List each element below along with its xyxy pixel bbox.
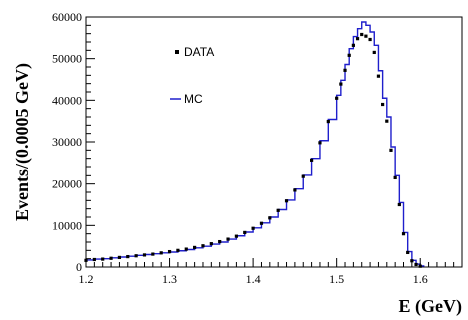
y-tick-label: 30000 xyxy=(52,135,82,149)
y-tick-label: 60000 xyxy=(52,10,82,24)
mc-histogram-line xyxy=(86,21,425,267)
data-point xyxy=(310,158,314,162)
data-point xyxy=(259,221,264,225)
data-point xyxy=(184,247,188,251)
data-point xyxy=(389,148,393,152)
x-tick-label: 1.2 xyxy=(79,272,94,286)
legend-marker-data xyxy=(175,50,179,54)
data-point xyxy=(243,230,247,235)
data-point xyxy=(347,53,351,57)
data-point xyxy=(393,175,397,180)
data-point xyxy=(109,256,113,260)
data-point xyxy=(134,254,138,258)
data-point xyxy=(335,96,339,100)
data-point xyxy=(401,232,406,236)
data-point xyxy=(301,174,305,178)
data-point xyxy=(226,237,230,241)
data-point xyxy=(167,249,172,254)
data-point xyxy=(385,119,389,123)
legend-label-mc: MC xyxy=(184,92,203,106)
data-point xyxy=(360,32,364,37)
data-point xyxy=(101,257,105,261)
mc-series xyxy=(86,21,425,267)
data-point xyxy=(397,202,401,207)
data-point xyxy=(284,199,289,203)
y-tick-label: 10000 xyxy=(52,218,82,232)
x-tick-label: 1.6 xyxy=(413,272,428,286)
data-point xyxy=(406,250,410,255)
data-point xyxy=(92,257,96,262)
data-series xyxy=(84,32,422,268)
data-point xyxy=(372,50,376,55)
x-tick-label: 1.5 xyxy=(329,272,344,286)
data-point xyxy=(351,43,355,47)
data-point xyxy=(293,188,297,192)
x-axis: 1.2 1.3 1.4 1.5 1.6 xyxy=(79,258,463,286)
x-tick-label: 1.4 xyxy=(246,272,261,286)
data-point xyxy=(159,251,163,255)
plot-area xyxy=(84,16,463,268)
y-tick-label: 40000 xyxy=(52,93,82,107)
data-point xyxy=(268,216,272,220)
data-point xyxy=(368,37,372,42)
data-point xyxy=(218,239,222,244)
x-axis-title: E (GeV) xyxy=(399,296,462,317)
plot-frame xyxy=(85,16,463,268)
data-point xyxy=(126,254,130,259)
data-point xyxy=(381,102,385,107)
data-point xyxy=(209,242,213,246)
data-point xyxy=(201,244,205,248)
data-point xyxy=(326,119,330,124)
y-axis-title: Events/(0.0005 GeV) xyxy=(12,63,33,221)
x-tick-label: 1.3 xyxy=(162,272,177,286)
data-point xyxy=(339,82,343,86)
data-point xyxy=(355,37,360,41)
data-point xyxy=(414,262,418,267)
y-tick-label: 0 xyxy=(76,260,82,274)
data-point xyxy=(410,259,414,263)
data-point xyxy=(343,68,347,72)
data-point xyxy=(176,248,180,252)
data-point xyxy=(142,253,147,257)
data-point xyxy=(234,234,238,238)
data-point xyxy=(151,252,155,256)
data-point xyxy=(376,74,381,78)
data-point xyxy=(251,226,255,230)
data-point xyxy=(193,245,197,250)
y-axis: 0 10000 20000 30000 40000 50000 60000 xyxy=(52,10,95,274)
data-point xyxy=(276,208,280,212)
y-tick-label: 50000 xyxy=(52,52,82,66)
data-point xyxy=(117,255,122,260)
legend-label-data: DATA xyxy=(184,45,214,59)
data-point xyxy=(318,141,322,145)
y-tick-label: 20000 xyxy=(52,177,82,191)
data-point xyxy=(364,34,368,38)
legend: DATA MC xyxy=(170,45,214,106)
